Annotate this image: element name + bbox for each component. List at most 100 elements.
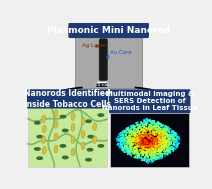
Point bbox=[171, 132, 174, 135]
Point bbox=[165, 127, 168, 130]
Point bbox=[167, 136, 170, 139]
Point bbox=[163, 144, 166, 147]
Point bbox=[128, 142, 131, 145]
Point bbox=[155, 147, 158, 150]
Point bbox=[117, 139, 121, 142]
Point bbox=[177, 136, 181, 139]
Point bbox=[157, 124, 160, 127]
Point bbox=[142, 144, 145, 147]
Point bbox=[140, 136, 144, 139]
Point bbox=[155, 124, 158, 127]
Point bbox=[159, 154, 162, 157]
Point bbox=[170, 147, 173, 150]
Point bbox=[169, 146, 172, 149]
Point bbox=[163, 148, 166, 151]
Point bbox=[156, 150, 159, 153]
Ellipse shape bbox=[81, 117, 85, 125]
Ellipse shape bbox=[97, 113, 104, 117]
Point bbox=[163, 155, 167, 158]
Point bbox=[126, 142, 129, 145]
Point bbox=[124, 136, 127, 139]
Point bbox=[122, 149, 125, 152]
Point bbox=[129, 142, 133, 145]
Point bbox=[173, 147, 176, 150]
Point bbox=[143, 138, 146, 141]
Point bbox=[132, 133, 135, 136]
Point bbox=[120, 141, 123, 144]
Point bbox=[148, 141, 152, 144]
Point bbox=[121, 140, 124, 143]
Point bbox=[130, 148, 134, 151]
Ellipse shape bbox=[54, 145, 58, 153]
Point bbox=[146, 119, 150, 122]
Point bbox=[155, 122, 158, 125]
Point bbox=[118, 133, 122, 136]
Point bbox=[152, 143, 156, 146]
Point bbox=[149, 128, 152, 131]
Point bbox=[149, 138, 153, 141]
Point bbox=[160, 136, 164, 139]
Point bbox=[150, 138, 153, 141]
Point bbox=[119, 132, 122, 135]
Point bbox=[164, 125, 167, 129]
Point bbox=[119, 137, 123, 140]
Point bbox=[131, 124, 134, 127]
Point bbox=[159, 145, 163, 148]
Point bbox=[164, 142, 167, 145]
Point bbox=[120, 144, 123, 147]
Point bbox=[147, 126, 151, 129]
Point bbox=[129, 137, 132, 140]
Point bbox=[132, 139, 136, 142]
Point bbox=[149, 150, 152, 153]
Text: Ag Layer: Ag Layer bbox=[82, 43, 106, 48]
Point bbox=[172, 136, 175, 139]
Point bbox=[141, 122, 144, 125]
Point bbox=[156, 128, 159, 131]
Point bbox=[145, 153, 148, 156]
Point bbox=[159, 128, 162, 131]
Point bbox=[153, 157, 157, 160]
Point bbox=[163, 143, 166, 146]
Point bbox=[153, 139, 156, 142]
Point bbox=[157, 126, 160, 129]
Point bbox=[164, 141, 167, 144]
Text: Au Core: Au Core bbox=[106, 50, 131, 57]
Point bbox=[151, 120, 154, 123]
Point bbox=[166, 149, 169, 152]
Point bbox=[140, 146, 143, 149]
Point bbox=[155, 140, 158, 143]
Point bbox=[146, 139, 149, 142]
Point bbox=[139, 140, 142, 143]
Point bbox=[156, 124, 160, 127]
Point bbox=[129, 139, 132, 142]
Point bbox=[145, 144, 149, 147]
Point bbox=[176, 137, 179, 140]
Point bbox=[157, 145, 160, 148]
Point bbox=[159, 130, 162, 133]
Point bbox=[159, 148, 162, 151]
Point bbox=[117, 137, 121, 140]
Point bbox=[159, 154, 163, 157]
Point bbox=[169, 143, 172, 146]
Point bbox=[135, 137, 138, 140]
Point bbox=[164, 125, 167, 128]
Point bbox=[140, 149, 144, 152]
Point bbox=[154, 144, 158, 147]
Point bbox=[153, 154, 157, 157]
Point bbox=[120, 138, 124, 141]
Point bbox=[129, 131, 132, 134]
Point bbox=[136, 131, 139, 134]
Point bbox=[176, 141, 179, 144]
Point bbox=[158, 152, 161, 155]
Point bbox=[125, 129, 129, 132]
Point bbox=[125, 146, 128, 149]
Point bbox=[146, 129, 149, 132]
Point bbox=[142, 120, 146, 123]
Point bbox=[166, 138, 170, 141]
Point bbox=[144, 139, 147, 142]
Point bbox=[174, 133, 178, 136]
Point bbox=[137, 155, 141, 158]
Point bbox=[142, 147, 145, 150]
Point bbox=[155, 127, 158, 130]
Point bbox=[173, 138, 176, 141]
